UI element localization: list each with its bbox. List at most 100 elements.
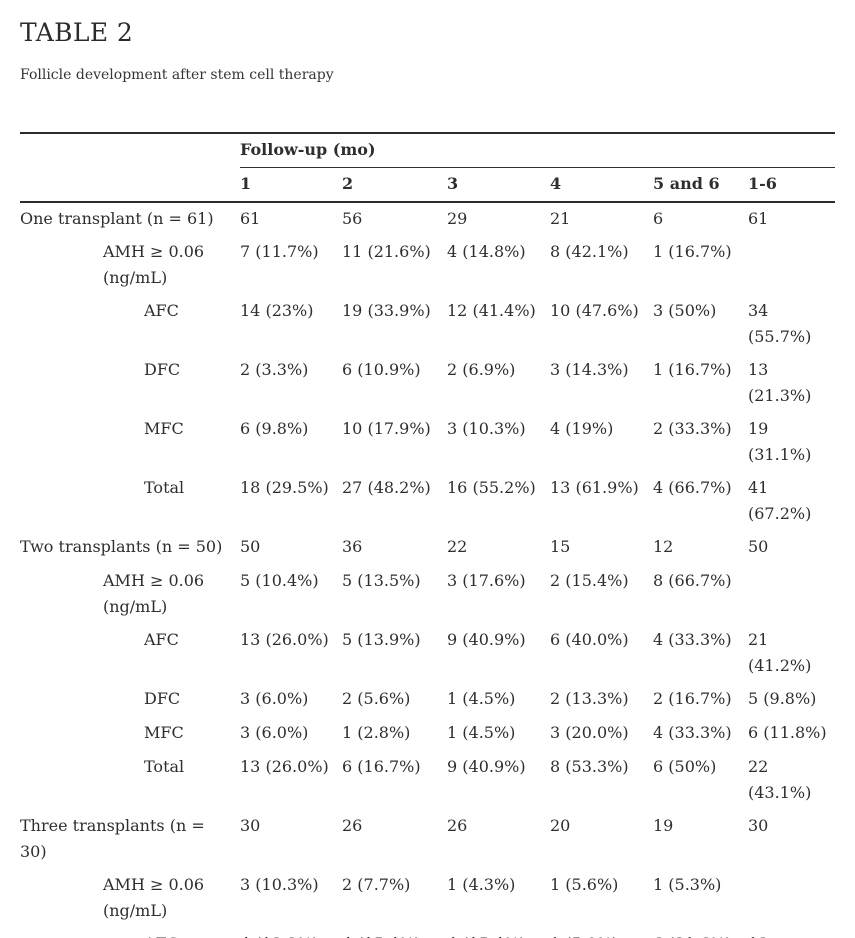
- column-header-5and6: 5 and 6: [653, 167, 748, 203]
- table-row: AFC4 (13.3%)4 (15.4%)4 (15.4%)1 (5.0%)6 …: [20, 928, 835, 938]
- data-cell: 5 (10.4%): [240, 571, 319, 590]
- row-label: Two transplants (n = 50): [20, 537, 223, 556]
- column-header-4: 4: [550, 167, 653, 203]
- table-row: Three transplants (n = 30) 30 26 26 20 19 30: [20, 810, 835, 869]
- row-label: AFC: [144, 301, 179, 320]
- data-cell: 6 (10.9%): [342, 360, 421, 379]
- data-cell: 7 (11.7%): [240, 242, 319, 261]
- row-label: AFC: [20, 928, 240, 938]
- data-cell: 21 (41.2%): [748, 630, 812, 675]
- data-cell: 1 (5.3%): [653, 875, 722, 894]
- data-cell: 4 (13.3%): [240, 928, 342, 938]
- data-cell: 2 (6.9%): [447, 360, 516, 379]
- data-cell: 61: [748, 209, 769, 228]
- data-cell: 13 (21.3%): [748, 360, 812, 405]
- data-cell: 61: [240, 209, 261, 228]
- row-label-header: [20, 167, 240, 203]
- data-cell: 4 (14.8%): [447, 242, 526, 261]
- data-cell: 3 (14.3%): [550, 360, 629, 379]
- data-cell: 1 (4.5%): [447, 689, 516, 708]
- data-cell: 3 (6.0%): [240, 689, 309, 708]
- column-header-2: 2: [342, 167, 447, 203]
- follicle-development-table: Follow-up (mo) 1 2 3 4 5 and 6 1-6 One t…: [20, 132, 836, 938]
- data-cell: 29: [447, 209, 468, 228]
- row-label: AFC: [144, 630, 179, 649]
- data-cell: 5 (9.8%): [748, 689, 817, 708]
- data-cell: 18 (29.5%): [240, 478, 329, 497]
- data-cell: 13 (61.9%): [550, 478, 639, 497]
- data-cell: 2 (15.4%): [550, 571, 629, 590]
- table-row: MFC 6 (9.8%) 10 (17.9%) 3 (10.3%) 4 (19%) 2 (…: [20, 413, 835, 472]
- column-header-3: 3: [447, 167, 550, 203]
- data-cell: 36: [342, 537, 363, 556]
- row-label: MFC: [144, 723, 184, 742]
- column-header-row: 1 2 3 4 5 and 6 1-6: [20, 167, 836, 203]
- data-cell: 41 (67.2%): [748, 478, 812, 523]
- data-cell: 5 (13.5%): [342, 571, 421, 590]
- data-cell: 12 (41.4%): [447, 301, 536, 320]
- data-cell: 19 (33.9%): [342, 301, 431, 320]
- data-cell: 1 (5.6%): [550, 875, 619, 894]
- row-label: MFC: [144, 419, 184, 438]
- data-cell: 22: [447, 537, 468, 556]
- data-cell: 6 (16.7%): [342, 757, 421, 776]
- data-cell: 2 (13.3%): [550, 689, 629, 708]
- row-label: AMH ≥ 0.06 (ng/mL): [103, 571, 205, 616]
- data-cell: 9 (40.9%): [447, 757, 526, 776]
- data-cell: 11 (21.6%): [342, 242, 431, 261]
- data-cell: 13 (26.0%): [240, 630, 329, 649]
- row-label: Total: [144, 478, 185, 497]
- data-cell: 4 (33.3%): [653, 630, 732, 649]
- data-cell: 10 (47.6%): [550, 301, 639, 320]
- data-cell: 20: [550, 816, 571, 835]
- row-label: DFC: [144, 689, 181, 708]
- data-cell: 5 (13.9%): [342, 630, 421, 649]
- data-cell: 3 (20.0%): [550, 723, 629, 742]
- table-caption: Follicle development after stem cell the…: [20, 67, 334, 83]
- corner-cell: [20, 133, 240, 168]
- data-cell: 6 (50%): [653, 757, 717, 776]
- data-cell: 8 (53.3%): [550, 757, 629, 776]
- data-cell: 14 (23%): [240, 301, 314, 320]
- data-cell: 34 (55.7%): [748, 301, 812, 346]
- column-header-1-6: 1-6: [748, 167, 836, 203]
- data-cell: 2 (5.6%): [342, 689, 411, 708]
- row-label: Three transplants (n = 30): [20, 816, 205, 861]
- data-cell: 21: [550, 209, 571, 228]
- data-cell: 15: [550, 537, 571, 556]
- column-group-header: Follow-up (mo): [240, 133, 836, 168]
- table-row: One transplant (n = 61) 61 56 29 21 6 61: [20, 202, 835, 236]
- table-row: AMH ≥ 0.06 (ng/mL) 5 (10.4%) 5 (13.5%) 3 (1…: [20, 565, 835, 624]
- table-row: Total 13 (26.0%) 6 (16.7%) 9 (40.9%) 8 (53.3…: [20, 751, 835, 810]
- data-cell: 1 (2.8%): [342, 723, 411, 742]
- data-cell: 8 (66.7%): [653, 571, 732, 590]
- data-cell: 30: [240, 816, 261, 835]
- data-cell: [748, 869, 835, 928]
- data-cell: 19 (31.1%): [748, 419, 812, 464]
- data-cell: 1 (16.7%): [653, 360, 732, 379]
- data-cell: 6 (9.8%): [240, 419, 309, 438]
- data-cell: 4 (15.4%): [342, 928, 447, 938]
- data-cell: 4 (66.7%): [653, 478, 732, 497]
- table-row: AMH ≥ 0.06 (ng/mL) 3 (10.3%) 2 (7.7%) 1 (4.…: [20, 869, 835, 928]
- data-cell: [748, 565, 835, 624]
- data-cell: 6 (40.0%): [550, 630, 629, 649]
- data-cell: 3 (10.3%): [240, 875, 319, 894]
- table-row: DFC 2 (3.3%) 6 (10.9%) 2 (6.9%) 3 (14.3%) 1 (…: [20, 354, 835, 413]
- data-cell: 4 (15.4%): [447, 928, 550, 938]
- data-cell: 2 (16.7%): [653, 689, 732, 708]
- table-row: AFC 13 (26.0%) 5 (13.9%) 9 (40.9%) 6 (40.0%)…: [20, 624, 835, 683]
- data-cell: 3 (50%): [653, 301, 717, 320]
- data-cell: 22 (43.1%): [748, 757, 812, 802]
- row-label: AMH ≥ 0.06 (ng/mL): [103, 875, 205, 920]
- data-cell: 56: [342, 209, 363, 228]
- data-cell: 2 (33.3%): [653, 419, 732, 438]
- data-cell: 2 (3.3%): [240, 360, 309, 379]
- table-row: AFC 14 (23%) 19 (33.9%) 12 (41.4%) 10 (47.6%…: [20, 295, 835, 354]
- data-cell: 6 (11.8%): [748, 723, 827, 742]
- data-cell: 4 (19%): [550, 419, 614, 438]
- data-cell: 3 (17.6%): [447, 571, 526, 590]
- column-group-row: Follow-up (mo): [20, 133, 836, 168]
- data-cell: 16 (55.2%): [447, 478, 536, 497]
